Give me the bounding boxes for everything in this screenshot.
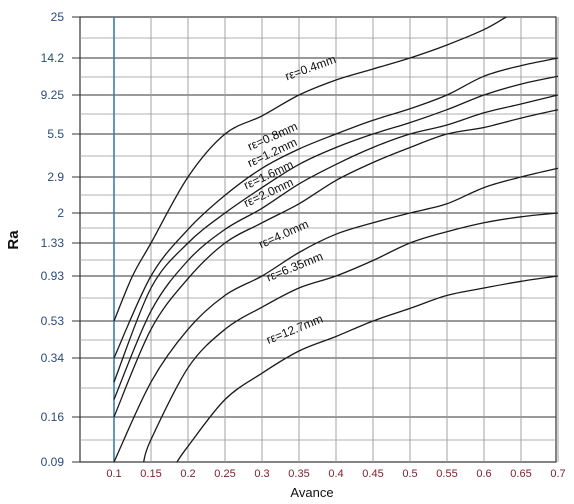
curve-7 [142, 212, 559, 463]
x-tick-label: 0.6 [476, 468, 491, 480]
x-tick-labels: 0.1 0.15 0.2 0.25 0.3 0.35 0.4 0.45 0.5 0.55 0.6 0.… [106, 468, 565, 480]
x-tick-label: 0.3 [254, 468, 269, 480]
x-tick-label: 0.55 [436, 468, 457, 480]
x-axis-label: Avance [290, 485, 333, 500]
curves [113, 16, 559, 463]
x-tick-label: 0.1 [106, 468, 121, 480]
y-tick-label: 1.33 [41, 236, 65, 250]
x-tick-label: 0.4 [328, 468, 343, 480]
y-tick-label: 25 [51, 10, 65, 24]
y-tick-label: 14.2 [41, 51, 65, 65]
curve-8 [176, 275, 559, 463]
curve-2 [113, 57, 559, 359]
y-tick-label: 9.25 [41, 88, 65, 102]
x-tick-label: 0.65 [510, 468, 531, 480]
x-tick-label: 0.45 [362, 468, 383, 480]
y-tick-label: 0.16 [41, 410, 65, 424]
y-tick-label: 2 [57, 206, 64, 220]
curve-5 [113, 109, 559, 418]
x-tick-label: 0.7 [550, 468, 565, 480]
x-tick-label: 0.25 [214, 468, 235, 480]
y-tick-label: 2.9 [47, 170, 64, 184]
y-axis-label: Ra [5, 230, 22, 250]
x-tick-label: 0.2 [180, 468, 195, 480]
x-tick-label: 0.15 [140, 468, 161, 480]
curve-3 [113, 75, 559, 383]
x-tick-label: 0.5 [402, 468, 417, 480]
curve-1 [113, 16, 507, 322]
y-tick-label: 0.34 [41, 351, 65, 365]
y-tick-label: 0.93 [41, 269, 65, 283]
x-tick-label: 0.35 [288, 468, 309, 480]
curve-4 [113, 94, 559, 400]
y-tick-label: 0.53 [41, 314, 65, 328]
y-tick-label: 5.5 [47, 127, 64, 141]
grid [79, 16, 559, 463]
y-tick-label: 0.09 [41, 455, 65, 469]
y-tick-labels: 25 14.2 9.25 5.5 2.9 2 1.33 0.93 0.53 0.34 0.16 0.0… [41, 10, 80, 469]
curve-6 [113, 167, 559, 463]
